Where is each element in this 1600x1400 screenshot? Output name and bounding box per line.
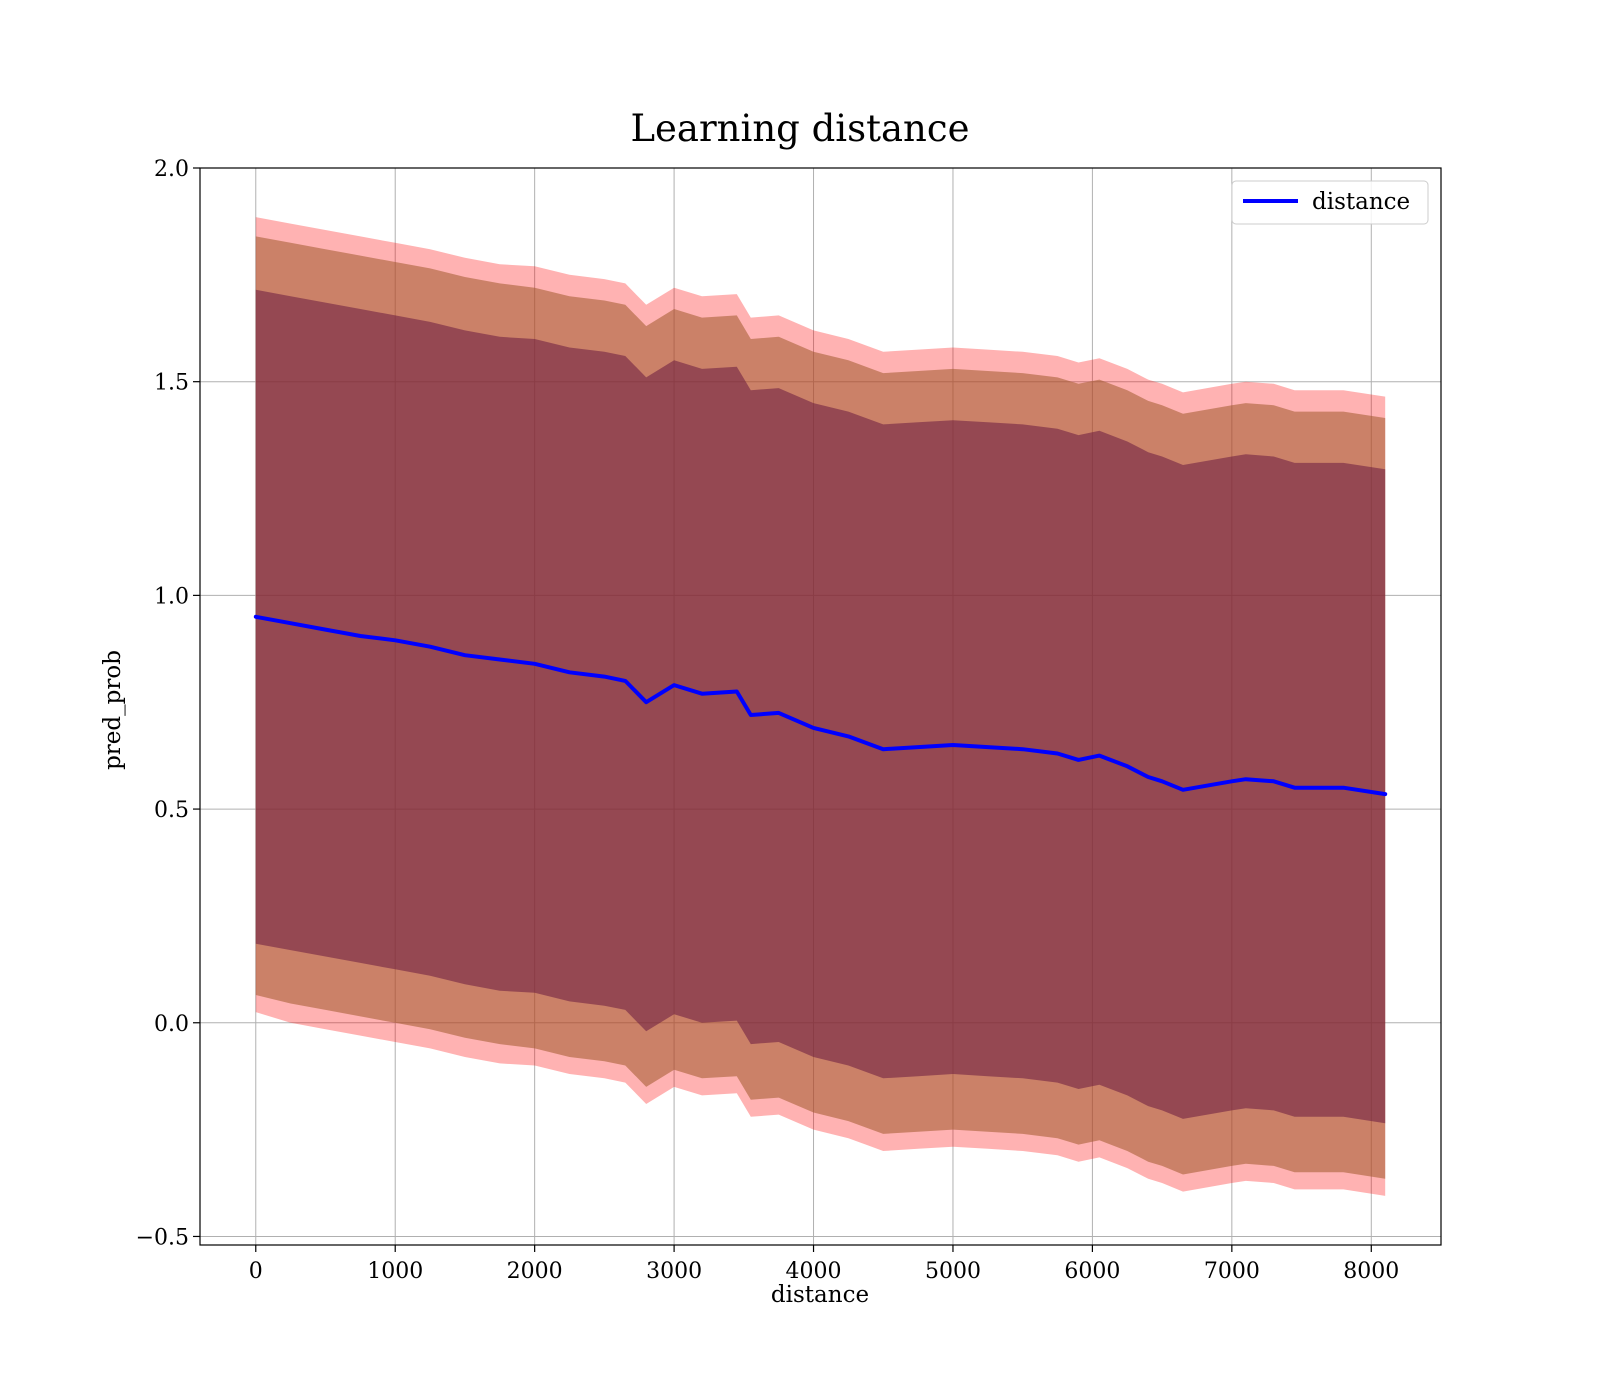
y-tick-label: 1.5 xyxy=(154,371,189,396)
x-tick-label: 5000 xyxy=(925,1259,981,1284)
y-tick-label: 2.0 xyxy=(154,157,189,182)
x-tick-label: 0 xyxy=(249,1259,263,1284)
y-axis-label: pred_prob xyxy=(100,650,126,770)
x-axis-label: distance xyxy=(771,1282,869,1308)
legend-box xyxy=(1231,180,1429,225)
series-line-distance xyxy=(253,614,1388,797)
series-lines xyxy=(253,614,1388,797)
x-tick-label: 7000 xyxy=(1204,1259,1260,1284)
chart-title: Learning distance xyxy=(630,107,969,150)
x-tick-label: 8000 xyxy=(1343,1259,1399,1284)
x-tick-label: 2000 xyxy=(507,1259,563,1284)
plot-area xyxy=(199,167,1442,1246)
y-tick-label: 0.0 xyxy=(154,1012,189,1037)
legend: distance xyxy=(1231,180,1429,225)
x-tick-label: 6000 xyxy=(1064,1259,1120,1284)
y-tick-label: −0.5 xyxy=(136,1225,189,1250)
y-axis-ticks: −0.5 0.0 0.5 1.0 1.5 2.0 xyxy=(136,157,200,1250)
legend-label: distance xyxy=(1312,189,1410,215)
x-tick-label: 3000 xyxy=(646,1259,702,1284)
plot-frame xyxy=(199,167,1442,1246)
y-tick-label: 1.0 xyxy=(154,584,189,609)
confidence-band xyxy=(255,289,1386,1124)
y-tick-label: 0.5 xyxy=(154,798,189,823)
x-axis-ticks: 0 1000 2000 3000 4000 5000 6000 7000 8000 xyxy=(249,1245,1399,1284)
x-tick-label: 4000 xyxy=(786,1259,842,1284)
x-tick-label: 1000 xyxy=(367,1259,423,1284)
confidence-bands xyxy=(255,217,1386,1196)
